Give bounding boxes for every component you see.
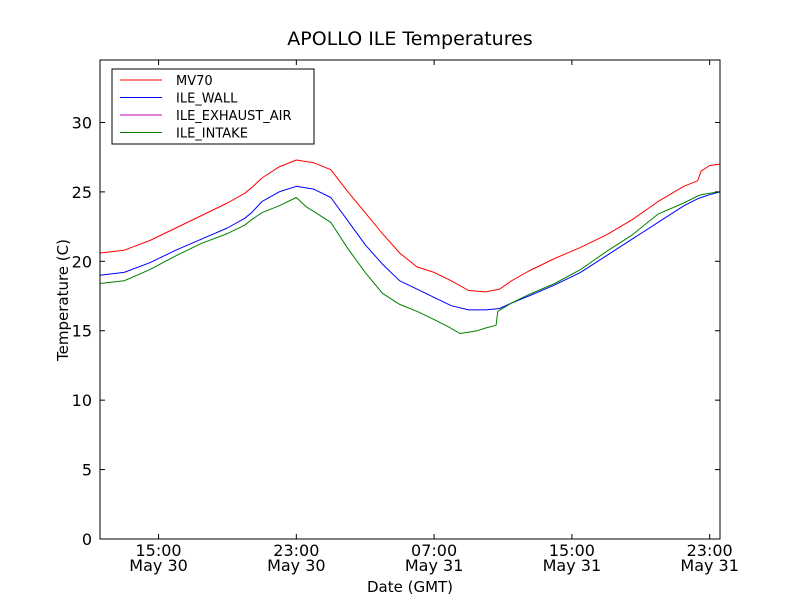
x-tick-label-time: 23:00 (273, 541, 319, 560)
x-tick-label-date: May 31 (543, 556, 602, 575)
x-tick-label-date: May 31 (405, 556, 464, 575)
x-tick-label-time: 23:00 (687, 541, 733, 560)
series-line-ile-intake (100, 191, 720, 334)
y-tick-label: 10 (72, 391, 92, 410)
y-axis-label: Temperature (C) (54, 239, 72, 362)
x-tick-label-date: May 30 (129, 556, 188, 575)
y-tick-label: 25 (72, 183, 92, 202)
y-tick-label: 15 (72, 322, 92, 341)
legend-label: ILE_WALL (176, 92, 238, 107)
y-tick-label: 20 (72, 252, 92, 271)
x-tick-label-time: 15:00 (549, 541, 595, 560)
series-line-ile-wall (100, 185, 720, 311)
legend-box (111, 68, 315, 145)
series-line-mv70 (100, 159, 720, 293)
y-tick-label: 30 (72, 113, 92, 132)
x-axis-label: Date (GMT) (367, 578, 453, 596)
legend-label: ILE_INTAKE (176, 127, 248, 142)
y-tick-label: 5 (82, 461, 92, 480)
legend: MV70 ILE_WALL ILE_EXHAUST_AIR ILE_INTAKE (111, 68, 315, 145)
x-tick-label-date: May 31 (680, 556, 739, 575)
x-tick-label-time: 07:00 (411, 541, 457, 560)
plot-frame (99, 59, 721, 540)
x-tick-label-time: 15:00 (136, 541, 182, 560)
legend-label: ILE_EXHAUST_AIR (176, 109, 292, 124)
chart-title: APOLLO ILE Temperatures (287, 28, 532, 50)
x-tick-label-date: May 30 (267, 556, 326, 575)
y-tick-label: 0 (82, 530, 92, 549)
legend-label: MV70 (176, 74, 213, 89)
